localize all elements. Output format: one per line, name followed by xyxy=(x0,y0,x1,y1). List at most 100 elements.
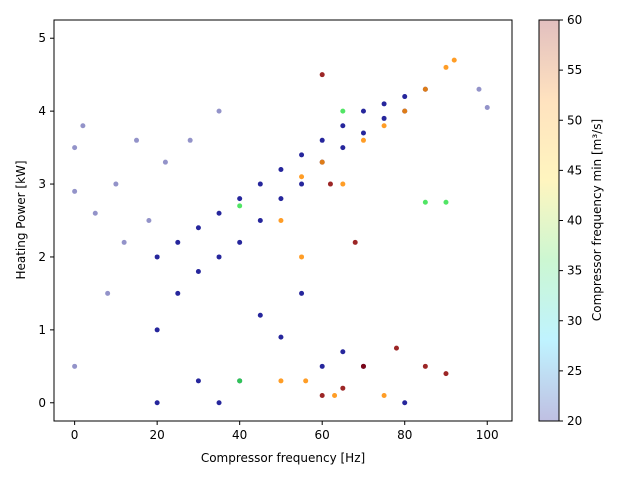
data-point xyxy=(340,181,346,187)
data-point xyxy=(237,196,243,202)
data-point xyxy=(422,199,428,205)
data-point xyxy=(299,181,305,187)
data-point xyxy=(443,64,449,70)
data-point xyxy=(72,145,78,151)
data-point xyxy=(319,392,325,398)
colorbar-ticks: 20 25 30 35 40 45 50 55 60 xyxy=(559,13,582,428)
data-point xyxy=(237,378,243,384)
data-point xyxy=(113,181,119,187)
data-point xyxy=(340,385,346,391)
x-axis-label: Compressor frequency [Hz] xyxy=(201,451,365,465)
y-tick-label: 5 xyxy=(38,31,46,45)
data-point xyxy=(154,327,160,333)
y-axis: 0 1 2 3 4 5 xyxy=(38,31,54,410)
data-point xyxy=(175,239,181,245)
data-point xyxy=(257,312,263,318)
data-point xyxy=(278,334,284,340)
data-point xyxy=(216,254,222,260)
data-point xyxy=(402,94,408,100)
data-point xyxy=(360,137,366,143)
data-point xyxy=(340,123,346,129)
data-point xyxy=(332,392,338,398)
data-point xyxy=(381,101,387,107)
data-point xyxy=(299,254,305,260)
data-point xyxy=(381,115,387,121)
data-point xyxy=(278,196,284,202)
data-point xyxy=(381,123,387,129)
data-point xyxy=(237,239,243,245)
data-point xyxy=(299,290,305,296)
colorbar-gradient xyxy=(539,20,559,421)
data-point xyxy=(360,130,366,136)
data-point xyxy=(105,290,111,296)
data-point xyxy=(402,400,408,406)
data-point xyxy=(121,239,127,245)
data-point xyxy=(303,378,309,384)
y-tick-label: 0 xyxy=(38,396,46,410)
data-point xyxy=(393,345,399,351)
data-point xyxy=(92,210,98,216)
colorbar-tick-label: 60 xyxy=(567,13,582,27)
y-axis-label: Heating Power [kW] xyxy=(14,160,28,279)
data-point xyxy=(175,290,181,296)
data-point xyxy=(195,225,201,231)
colorbar-tick-label: 40 xyxy=(567,214,582,228)
x-tick-label: 100 xyxy=(476,428,499,442)
data-point xyxy=(162,159,168,165)
data-point xyxy=(257,181,263,187)
plot-frame xyxy=(53,19,513,422)
colorbar-tick-label: 45 xyxy=(567,163,582,177)
data-point xyxy=(216,400,222,406)
colorbar-label: Compressor frequency min [m³/s] xyxy=(590,119,604,321)
data-point xyxy=(319,159,325,165)
y-tick-label: 4 xyxy=(38,104,46,118)
data-point xyxy=(319,72,325,78)
colorbar-tick-label: 20 xyxy=(567,414,582,428)
data-point xyxy=(216,108,222,114)
data-point xyxy=(422,363,428,369)
data-point xyxy=(299,174,305,180)
colorbar-tick-label: 30 xyxy=(567,314,582,328)
data-point xyxy=(443,371,449,377)
data-point xyxy=(154,400,160,406)
data-point xyxy=(319,137,325,143)
data-point xyxy=(402,108,408,114)
data-point xyxy=(80,123,86,129)
data-point xyxy=(154,254,160,260)
colorbar: 20 25 30 35 40 45 50 55 60 Compressor frequency … xyxy=(538,13,604,428)
data-point xyxy=(360,363,366,369)
data-point xyxy=(195,378,201,384)
x-tick-label: 60 xyxy=(315,428,330,442)
data-point xyxy=(443,199,449,205)
x-tick-label: 0 xyxy=(71,428,79,442)
data-point xyxy=(352,239,358,245)
data-point xyxy=(381,392,387,398)
colorbar-tick-label: 25 xyxy=(567,364,582,378)
data-point xyxy=(278,218,284,223)
data-point xyxy=(422,86,428,92)
y-tick-label: 1 xyxy=(38,323,46,337)
data-point xyxy=(340,349,346,355)
plot-area xyxy=(53,19,513,422)
data-point xyxy=(134,137,140,143)
y-tick-label: 3 xyxy=(38,177,46,191)
data-point xyxy=(340,145,346,151)
y-tick-label: 2 xyxy=(38,250,46,264)
data-point xyxy=(327,181,333,187)
colorbar-tick-label: 35 xyxy=(567,264,582,278)
data-point xyxy=(360,108,366,114)
data-point xyxy=(257,218,263,223)
data-point xyxy=(451,57,457,63)
data-point xyxy=(484,104,490,110)
x-axis: 0 20 40 60 80 100 xyxy=(71,421,499,442)
x-tick-label: 80 xyxy=(397,428,412,442)
data-point xyxy=(319,363,325,369)
data-point xyxy=(237,203,243,209)
data-point xyxy=(72,188,78,194)
data-point xyxy=(195,269,201,275)
data-point xyxy=(476,86,482,92)
x-tick-label: 20 xyxy=(150,428,165,442)
data-point xyxy=(278,166,284,172)
